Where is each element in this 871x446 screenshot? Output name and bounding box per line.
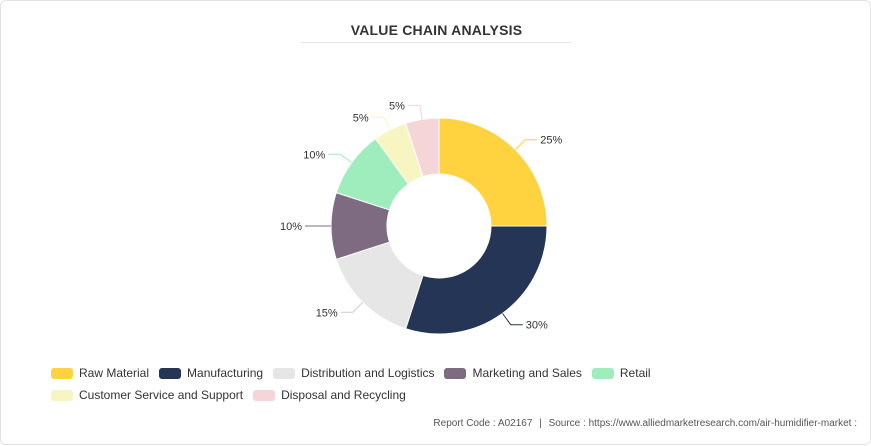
legend-swatch bbox=[444, 367, 467, 379]
legend-item-customer-service-and-support[interactable]: Customer Service and Support bbox=[51, 387, 243, 403]
leader-distribution-and-logistics bbox=[340, 302, 363, 313]
leader-raw-material bbox=[515, 139, 538, 150]
legend-item-manufacturing[interactable]: Manufacturing bbox=[159, 365, 263, 381]
chart-title: VALUE CHAIN ANALYSIS bbox=[350, 22, 523, 38]
footer-separator: | bbox=[539, 418, 542, 429]
legend-label: Disposal and Recycling bbox=[281, 388, 406, 402]
data-label-marketing-and-sales: 10% bbox=[280, 221, 302, 233]
legend-swatch bbox=[51, 367, 73, 379]
legend-item-distribution-and-logistics[interactable]: Distribution and Logistics bbox=[273, 365, 434, 381]
leader-retail bbox=[328, 153, 352, 163]
data-label-raw-material: 25% bbox=[540, 135, 562, 147]
legend-item-marketing-and-sales[interactable]: Marketing and Sales bbox=[444, 365, 582, 381]
legend-label: Retail bbox=[619, 366, 651, 380]
legend-label: Distribution and Logistics bbox=[301, 366, 435, 380]
legend-item-retail[interactable]: Retail bbox=[591, 365, 651, 381]
legend-label: Marketing and Sales bbox=[472, 366, 582, 380]
legend-swatch bbox=[273, 367, 296, 379]
legend-swatch bbox=[253, 389, 276, 401]
slice-disposal-and-recycling[interactable] bbox=[404, 117, 440, 178]
legend-swatch bbox=[159, 367, 182, 379]
slice-manufacturing[interactable] bbox=[404, 225, 548, 335]
legend-swatch bbox=[591, 367, 614, 379]
data-label-distribution-and-logistics: 15% bbox=[316, 307, 338, 319]
data-label-manufacturing: 30% bbox=[526, 320, 548, 332]
legend-item-disposal-and-recycling[interactable]: Disposal and Recycling bbox=[253, 387, 406, 403]
slice-raw-material[interactable] bbox=[438, 117, 548, 227]
legend-item-raw-material[interactable]: Raw Material bbox=[51, 365, 149, 381]
leader-customer-service-and-support bbox=[371, 116, 391, 130]
legend-label: Raw Material bbox=[79, 366, 150, 380]
title-divider bbox=[301, 42, 572, 43]
source-text: Source : https://www.alliedmarketresearc… bbox=[548, 418, 857, 429]
leader-manufacturing bbox=[502, 313, 523, 326]
leader-disposal-and-recycling bbox=[407, 105, 423, 120]
report-code: Report Code : A02167 bbox=[433, 418, 533, 429]
legend-swatch bbox=[51, 389, 73, 401]
legend-label: Customer Service and Support bbox=[79, 388, 244, 402]
chart-legend: Raw Material Manufacturing Distribution an… bbox=[51, 365, 851, 403]
legend-label: Manufacturing bbox=[187, 366, 264, 380]
data-label-retail: 10% bbox=[303, 149, 325, 161]
data-label-disposal-and-recycling: 5% bbox=[389, 101, 405, 113]
footer: Report Code : A02167 | Source : https://… bbox=[433, 418, 857, 429]
data-label-customer-service-and-support: 5% bbox=[353, 112, 369, 124]
